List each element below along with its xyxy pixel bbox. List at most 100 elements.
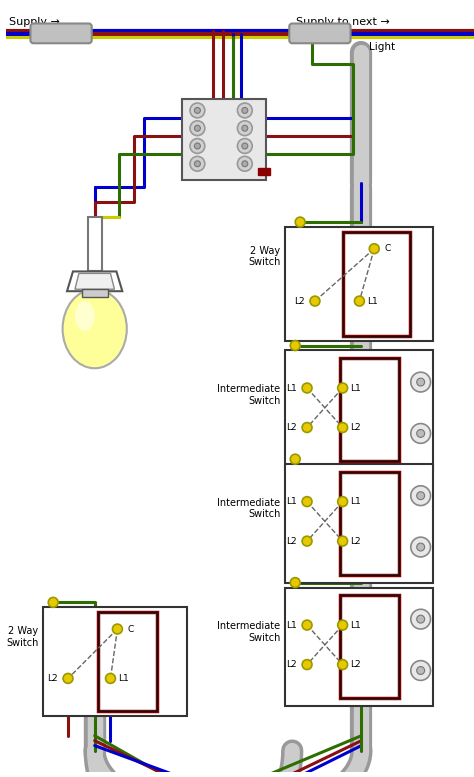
Bar	[88, 217, 101, 271]
Circle shape	[295, 217, 305, 227]
Bar	[340, 358, 399, 461]
Bar	[82, 289, 108, 297]
Text: L1: L1	[367, 297, 378, 305]
Bar	[98, 612, 157, 711]
Circle shape	[302, 497, 312, 507]
Bar	[285, 227, 434, 340]
Circle shape	[355, 296, 365, 306]
Circle shape	[290, 577, 300, 587]
Circle shape	[302, 423, 312, 433]
Text: L2: L2	[287, 423, 297, 432]
Text: L2: L2	[351, 660, 361, 669]
Polygon shape	[67, 271, 122, 291]
Bar	[340, 472, 399, 575]
Text: Supply to next →: Supply to next →	[296, 16, 390, 26]
Circle shape	[302, 536, 312, 546]
Text: 2 Way
Switch: 2 Way Switch	[6, 626, 38, 648]
Bar	[182, 99, 265, 179]
Text: L2: L2	[351, 537, 361, 545]
Polygon shape	[75, 274, 114, 289]
Bar	[340, 595, 399, 699]
Circle shape	[48, 598, 58, 608]
Text: C: C	[384, 244, 391, 253]
Ellipse shape	[75, 301, 95, 331]
Bar	[43, 608, 187, 716]
Text: L2: L2	[287, 660, 297, 669]
Text: C: C	[128, 625, 134, 633]
Text: L1: L1	[286, 384, 297, 392]
Circle shape	[112, 624, 122, 634]
Circle shape	[237, 103, 252, 118]
Bar	[340, 595, 399, 699]
Circle shape	[194, 161, 201, 167]
Text: L1: L1	[351, 621, 361, 629]
Circle shape	[63, 674, 73, 683]
Circle shape	[337, 383, 347, 393]
FancyBboxPatch shape	[289, 23, 351, 44]
Circle shape	[190, 156, 205, 171]
Text: Light: Light	[369, 42, 395, 52]
Circle shape	[411, 660, 430, 681]
Circle shape	[310, 296, 320, 306]
Text: Intermediate
Switch: Intermediate Switch	[217, 498, 281, 519]
Circle shape	[337, 536, 347, 546]
Circle shape	[337, 423, 347, 433]
Text: Intermediate
Switch: Intermediate Switch	[217, 384, 281, 406]
Circle shape	[417, 543, 425, 551]
Circle shape	[337, 620, 347, 630]
Circle shape	[417, 430, 425, 437]
Circle shape	[337, 497, 347, 507]
Circle shape	[337, 660, 347, 670]
Circle shape	[190, 138, 205, 153]
Text: L2: L2	[294, 297, 305, 305]
Text: L1: L1	[351, 384, 361, 392]
Circle shape	[417, 667, 425, 674]
Text: L1: L1	[286, 497, 297, 506]
FancyBboxPatch shape	[30, 23, 92, 44]
Circle shape	[417, 378, 425, 386]
Circle shape	[190, 120, 205, 136]
Text: L2: L2	[351, 423, 361, 432]
Circle shape	[411, 537, 430, 557]
Circle shape	[106, 674, 116, 683]
Circle shape	[190, 103, 205, 118]
Circle shape	[302, 620, 312, 630]
Bar	[343, 232, 410, 336]
Text: L2: L2	[287, 537, 297, 545]
Circle shape	[417, 615, 425, 623]
Circle shape	[242, 125, 248, 131]
Bar	[343, 232, 410, 336]
Circle shape	[290, 340, 300, 350]
Bar	[98, 612, 157, 711]
Circle shape	[411, 372, 430, 392]
Circle shape	[417, 492, 425, 500]
Bar	[285, 350, 434, 469]
Circle shape	[242, 107, 248, 113]
Text: L2: L2	[47, 674, 58, 683]
Circle shape	[237, 120, 252, 136]
Circle shape	[194, 107, 201, 113]
Circle shape	[411, 609, 430, 629]
Circle shape	[242, 161, 248, 167]
Bar	[340, 358, 399, 461]
Bar	[340, 472, 399, 575]
Ellipse shape	[63, 289, 127, 368]
Circle shape	[369, 244, 379, 253]
Text: Supply →: Supply →	[9, 16, 60, 26]
Bar	[285, 464, 434, 583]
Text: L1: L1	[286, 621, 297, 629]
Circle shape	[242, 143, 248, 149]
Bar	[258, 168, 270, 175]
Bar	[285, 587, 434, 706]
Circle shape	[411, 423, 430, 444]
Circle shape	[411, 486, 430, 506]
Circle shape	[194, 143, 201, 149]
Circle shape	[237, 156, 252, 171]
Text: 2 Way
Switch: 2 Way Switch	[248, 246, 281, 267]
Circle shape	[302, 383, 312, 393]
Circle shape	[290, 455, 300, 464]
Circle shape	[194, 125, 201, 131]
Text: L1: L1	[118, 674, 129, 683]
Circle shape	[302, 660, 312, 670]
Circle shape	[237, 138, 252, 153]
